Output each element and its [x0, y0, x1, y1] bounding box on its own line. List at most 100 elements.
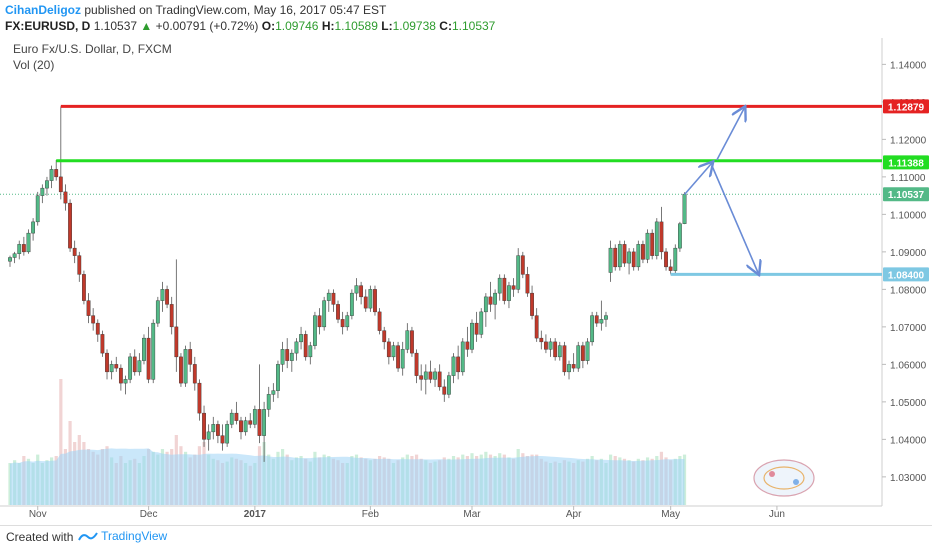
candle-down	[257, 409, 262, 436]
candle-down	[465, 341, 470, 350]
candle-down	[530, 292, 534, 316]
tradingview-logo-icon[interactable]: TradingView	[78, 529, 167, 543]
candle-down	[21, 244, 26, 253]
candle-down	[659, 221, 664, 253]
y-tick-label: 1.05000	[890, 398, 927, 409]
candle-up	[322, 300, 327, 328]
candle-up	[183, 349, 188, 384]
candle-down	[331, 292, 336, 305]
candle-up	[243, 420, 248, 433]
candle-down	[169, 304, 174, 328]
price-axis[interactable]: 1.140001.130001.120001.110001.100001.090…	[882, 60, 929, 484]
candle-up	[271, 390, 276, 395]
x-tick-label: Feb	[362, 509, 380, 520]
candle-up	[109, 364, 114, 373]
candle-down	[220, 435, 225, 444]
author-link[interactable]: CihanDeligoz	[5, 3, 82, 17]
candle-down	[622, 244, 627, 264]
y-tick-label: 1.03000	[890, 473, 927, 484]
candle-down	[419, 375, 424, 380]
x-tick-label: Jun	[769, 509, 785, 520]
tradingview-brand[interactable]: TradingView	[101, 529, 168, 543]
candle-up	[548, 341, 553, 350]
x-tick-label: Nov	[29, 509, 47, 520]
last-price: 1.10537	[93, 19, 138, 33]
volume-indicator-label[interactable]: Vol (20)	[13, 58, 55, 72]
candle-up	[617, 244, 622, 268]
candle-down	[359, 285, 364, 298]
candle-down	[165, 289, 169, 305]
candle-up	[35, 195, 40, 223]
chart-area[interactable]: 1.140001.130001.120001.110001.100001.090…	[0, 38, 932, 525]
candle-down	[456, 356, 461, 373]
candle-up	[673, 247, 678, 271]
candle-down	[285, 349, 290, 361]
candle-up	[493, 292, 497, 305]
candle-up	[599, 319, 604, 324]
x-tick-label: Mar	[463, 509, 481, 520]
candle-up	[391, 345, 396, 358]
footer: Created with TradingView	[0, 525, 932, 551]
candle-down	[77, 255, 82, 275]
candle-down	[215, 424, 220, 436]
candle-down	[525, 274, 530, 294]
candle-up	[483, 296, 488, 313]
candle-up	[313, 315, 317, 346]
candle-up	[349, 292, 354, 316]
candle-up	[252, 409, 257, 425]
candle-up	[585, 341, 590, 361]
candle-down	[594, 315, 599, 324]
candle-up	[516, 255, 521, 290]
candle-up	[345, 315, 350, 328]
x-tick-label: 2017	[244, 509, 267, 520]
candle-down	[248, 420, 253, 425]
price-change: +0.00791 (+0.72%)	[155, 19, 259, 33]
candle-down	[95, 322, 100, 335]
candle-down	[410, 330, 414, 354]
candle-up	[289, 352, 294, 361]
price-chart[interactable]: 1.140001.130001.120001.110001.100001.090…	[0, 38, 932, 525]
candle-up	[206, 431, 211, 440]
candle-down	[650, 232, 655, 256]
candle-up	[151, 322, 156, 380]
candle-down	[631, 251, 636, 268]
candle-down	[613, 247, 618, 268]
candle-down	[100, 334, 105, 354]
projection-arrow	[716, 108, 745, 161]
publish-info: published on TradingView.com, May 16, 20…	[84, 3, 387, 17]
candle-down	[668, 266, 673, 271]
candle-up	[12, 253, 17, 258]
y-tick-label: 1.14000	[890, 60, 927, 71]
candle-down	[118, 367, 123, 384]
volume-layer	[8, 379, 687, 505]
x-tick-label: Apr	[566, 509, 582, 520]
candle-up	[142, 337, 146, 361]
candle-up	[567, 364, 571, 373]
high-value: 1.10589	[334, 19, 378, 33]
chart-header: CihanDeligoz published on TradingView.co…	[0, 0, 932, 38]
candle-down	[340, 319, 345, 328]
change-up-icon: ▲	[140, 19, 153, 33]
price-label-text: 1.12879	[888, 102, 925, 113]
candle-up	[17, 244, 22, 254]
candle-up	[400, 349, 405, 369]
candle-down	[188, 349, 193, 365]
candle-down	[132, 356, 137, 373]
candle-down	[336, 304, 340, 320]
y-tick-label: 1.09000	[890, 248, 927, 259]
price-label-box	[883, 99, 929, 114]
candle-up	[276, 364, 280, 391]
candle-up	[299, 334, 303, 343]
candle-down	[63, 191, 68, 204]
candle-down	[396, 345, 400, 369]
candle-down	[58, 176, 63, 193]
volume-bar	[682, 454, 687, 505]
candle-down	[303, 334, 308, 358]
y-tick-label: 1.11000	[890, 173, 926, 184]
candle-up	[627, 251, 631, 264]
time-axis[interactable]: Nov Dec 2017 Feb Mar Apr May Jun	[29, 506, 785, 520]
candle-up	[294, 341, 299, 354]
candle-down	[146, 337, 151, 380]
y-tick-label: 1.04000	[890, 435, 927, 446]
candle-up	[507, 285, 511, 301]
